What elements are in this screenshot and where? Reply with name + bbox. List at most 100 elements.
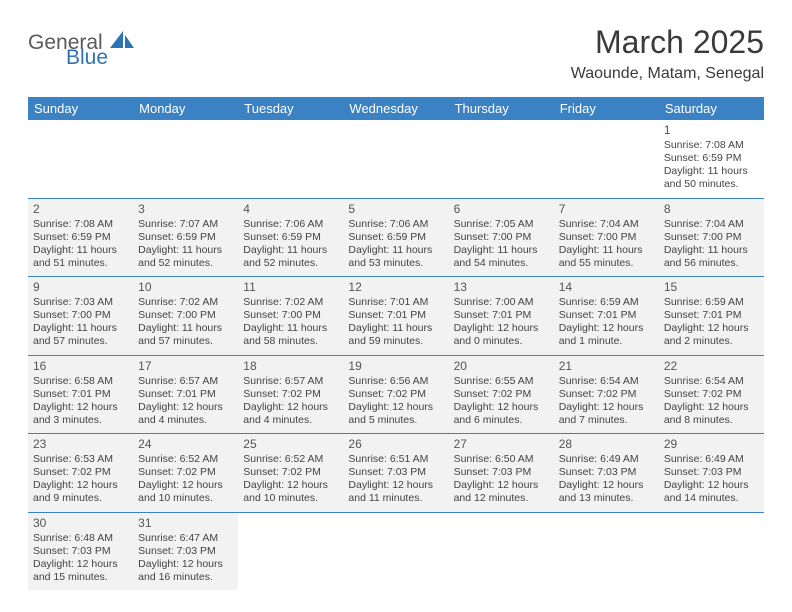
calendar-cell: 14Sunrise: 6:59 AMSunset: 7:01 PMDayligh… [554, 277, 659, 356]
sunset-text: Sunset: 7:01 PM [33, 388, 128, 401]
calendar-body: 1Sunrise: 7:08 AMSunset: 6:59 PMDaylight… [28, 120, 764, 590]
sunset-text: Sunset: 7:00 PM [33, 309, 128, 322]
daylight-text: Daylight: 12 hours and 0 minutes. [454, 322, 549, 348]
calendar-cell [554, 512, 659, 590]
calendar-cell: 19Sunrise: 6:56 AMSunset: 7:02 PMDayligh… [343, 355, 448, 434]
sunset-text: Sunset: 7:02 PM [243, 388, 338, 401]
logo-text-blue: Blue [66, 46, 108, 70]
calendar-cell [449, 120, 554, 198]
sunrise-text: Sunrise: 7:06 AM [348, 218, 443, 231]
day-number: 21 [559, 359, 654, 374]
calendar-cell [133, 120, 238, 198]
weekday-header: Monday [133, 97, 238, 120]
calendar-cell: 25Sunrise: 6:52 AMSunset: 7:02 PMDayligh… [238, 434, 343, 513]
calendar-cell: 21Sunrise: 6:54 AMSunset: 7:02 PMDayligh… [554, 355, 659, 434]
day-number: 13 [454, 280, 549, 295]
sunset-text: Sunset: 7:02 PM [138, 466, 233, 479]
calendar-cell: 22Sunrise: 6:54 AMSunset: 7:02 PMDayligh… [659, 355, 764, 434]
calendar-cell: 27Sunrise: 6:50 AMSunset: 7:03 PMDayligh… [449, 434, 554, 513]
calendar-cell: 5Sunrise: 7:06 AMSunset: 6:59 PMDaylight… [343, 198, 448, 277]
day-number: 25 [243, 437, 338, 452]
day-number: 27 [454, 437, 549, 452]
day-number: 12 [348, 280, 443, 295]
daylight-text: Daylight: 12 hours and 13 minutes. [559, 479, 654, 505]
day-number: 7 [559, 202, 654, 217]
calendar-cell: 1Sunrise: 7:08 AMSunset: 6:59 PMDaylight… [659, 120, 764, 198]
day-number: 22 [664, 359, 759, 374]
calendar-cell: 11Sunrise: 7:02 AMSunset: 7:00 PMDayligh… [238, 277, 343, 356]
calendar-cell: 30Sunrise: 6:48 AMSunset: 7:03 PMDayligh… [28, 512, 133, 590]
daylight-text: Daylight: 12 hours and 5 minutes. [348, 401, 443, 427]
daylight-text: Daylight: 12 hours and 9 minutes. [33, 479, 128, 505]
calendar-cell [554, 120, 659, 198]
sunset-text: Sunset: 7:00 PM [243, 309, 338, 322]
calendar-cell: 9Sunrise: 7:03 AMSunset: 7:00 PMDaylight… [28, 277, 133, 356]
sunrise-text: Sunrise: 6:52 AM [243, 453, 338, 466]
day-number: 15 [664, 280, 759, 295]
weekday-header: Tuesday [238, 97, 343, 120]
calendar-cell: 15Sunrise: 6:59 AMSunset: 7:01 PMDayligh… [659, 277, 764, 356]
daylight-text: Daylight: 11 hours and 50 minutes. [664, 165, 759, 191]
calendar-cell: 12Sunrise: 7:01 AMSunset: 7:01 PMDayligh… [343, 277, 448, 356]
sunset-text: Sunset: 7:00 PM [138, 309, 233, 322]
sunrise-text: Sunrise: 6:59 AM [664, 296, 759, 309]
calendar-cell: 29Sunrise: 6:49 AMSunset: 7:03 PMDayligh… [659, 434, 764, 513]
calendar-week: 2Sunrise: 7:08 AMSunset: 6:59 PMDaylight… [28, 198, 764, 277]
sunset-text: Sunset: 7:02 PM [559, 388, 654, 401]
sunset-text: Sunset: 7:03 PM [348, 466, 443, 479]
sunset-text: Sunset: 7:01 PM [348, 309, 443, 322]
day-number: 19 [348, 359, 443, 374]
sunset-text: Sunset: 6:59 PM [243, 231, 338, 244]
day-number: 23 [33, 437, 128, 452]
calendar-cell: 28Sunrise: 6:49 AMSunset: 7:03 PMDayligh… [554, 434, 659, 513]
calendar-cell: 23Sunrise: 6:53 AMSunset: 7:02 PMDayligh… [28, 434, 133, 513]
calendar-cell: 4Sunrise: 7:06 AMSunset: 6:59 PMDaylight… [238, 198, 343, 277]
sunrise-text: Sunrise: 6:51 AM [348, 453, 443, 466]
sunrise-text: Sunrise: 6:52 AM [138, 453, 233, 466]
day-number: 20 [454, 359, 549, 374]
sunset-text: Sunset: 7:03 PM [454, 466, 549, 479]
sunset-text: Sunset: 7:03 PM [559, 466, 654, 479]
calendar-cell: 6Sunrise: 7:05 AMSunset: 7:00 PMDaylight… [449, 198, 554, 277]
sunrise-text: Sunrise: 7:07 AM [138, 218, 233, 231]
calendar-header-row: SundayMondayTuesdayWednesdayThursdayFrid… [28, 97, 764, 120]
sunset-text: Sunset: 6:59 PM [138, 231, 233, 244]
day-number: 3 [138, 202, 233, 217]
day-number: 18 [243, 359, 338, 374]
daylight-text: Daylight: 11 hours and 56 minutes. [664, 244, 759, 270]
location: Waounde, Matam, Senegal [571, 65, 764, 83]
sunset-text: Sunset: 7:02 PM [454, 388, 549, 401]
daylight-text: Daylight: 11 hours and 57 minutes. [33, 322, 128, 348]
calendar-week: 9Sunrise: 7:03 AMSunset: 7:00 PMDaylight… [28, 277, 764, 356]
sunrise-text: Sunrise: 6:57 AM [138, 375, 233, 388]
sunrise-text: Sunrise: 7:01 AM [348, 296, 443, 309]
daylight-text: Daylight: 11 hours and 59 minutes. [348, 322, 443, 348]
calendar-week: 30Sunrise: 6:48 AMSunset: 7:03 PMDayligh… [28, 512, 764, 590]
sunrise-text: Sunrise: 6:57 AM [243, 375, 338, 388]
title-block: March 2025 Waounde, Matam, Senegal [571, 24, 764, 83]
calendar-cell: 7Sunrise: 7:04 AMSunset: 7:00 PMDaylight… [554, 198, 659, 277]
weekday-header: Sunday [28, 97, 133, 120]
sunset-text: Sunset: 7:02 PM [33, 466, 128, 479]
calendar-cell [659, 512, 764, 590]
sunrise-text: Sunrise: 6:56 AM [348, 375, 443, 388]
calendar-cell: 31Sunrise: 6:47 AMSunset: 7:03 PMDayligh… [133, 512, 238, 590]
sunset-text: Sunset: 7:02 PM [243, 466, 338, 479]
daylight-text: Daylight: 12 hours and 15 minutes. [33, 558, 128, 584]
sunrise-text: Sunrise: 7:03 AM [33, 296, 128, 309]
day-number: 4 [243, 202, 338, 217]
daylight-text: Daylight: 12 hours and 6 minutes. [454, 401, 549, 427]
daylight-text: Daylight: 11 hours and 55 minutes. [559, 244, 654, 270]
daylight-text: Daylight: 11 hours and 51 minutes. [33, 244, 128, 270]
sunrise-text: Sunrise: 7:04 AM [559, 218, 654, 231]
sunrise-text: Sunrise: 6:59 AM [559, 296, 654, 309]
sunset-text: Sunset: 7:00 PM [664, 231, 759, 244]
day-number: 11 [243, 280, 338, 295]
weekday-header: Wednesday [343, 97, 448, 120]
daylight-text: Daylight: 12 hours and 11 minutes. [348, 479, 443, 505]
day-number: 9 [33, 280, 128, 295]
sunrise-text: Sunrise: 6:53 AM [33, 453, 128, 466]
daylight-text: Daylight: 11 hours and 52 minutes. [243, 244, 338, 270]
calendar-week: 16Sunrise: 6:58 AMSunset: 7:01 PMDayligh… [28, 355, 764, 434]
day-number: 28 [559, 437, 654, 452]
